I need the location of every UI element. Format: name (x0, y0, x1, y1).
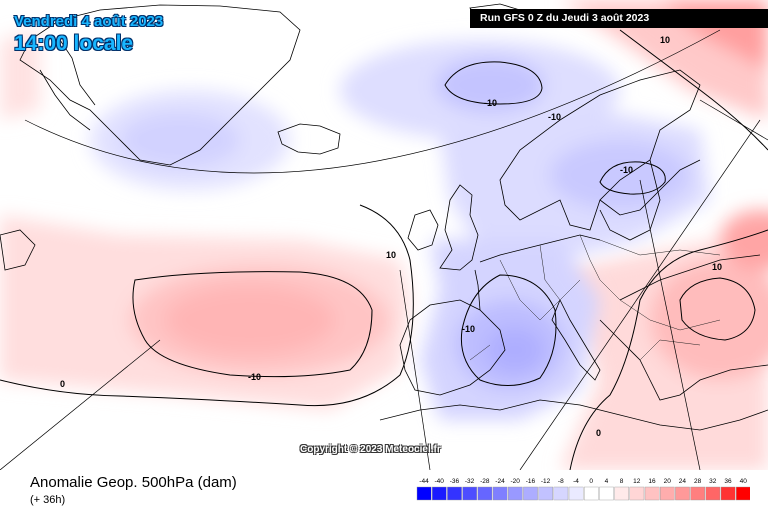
color-scale-legend: -44 -40 -36 -32 -28 -24 -20 -16 -12 -8 -4 0 4 8 12 16 20… (416, 478, 750, 501)
legend-tick-label: -28 (480, 478, 490, 485)
legend-swatch (447, 486, 462, 501)
coastlines (0, 3, 768, 431)
legend-tick-label: 12 (633, 478, 641, 485)
contour-label: 0 (60, 379, 65, 389)
legend-tick-label: -40 (434, 478, 444, 485)
legend-swatch (432, 486, 447, 501)
legend-tick-label: 40 (740, 478, 748, 485)
contour-label: 0 (596, 428, 601, 438)
contour-label: -10 (548, 112, 561, 122)
contour-lines (0, 29, 768, 470)
contour-label: -10 (248, 372, 261, 382)
contour-labels: -10 -10 -10 -10 -10 10 10 0 0 10 (60, 35, 722, 438)
legend-swatch (705, 486, 721, 501)
legend-tick-label: 28 (694, 478, 702, 485)
legend-tick-label: -24 (495, 478, 505, 485)
legend-swatch (675, 486, 690, 501)
legend-tick-label: -12 (541, 478, 551, 485)
legend-swatch (614, 486, 630, 501)
country-borders (469, 234, 721, 361)
legend-tick-label: 32 (709, 478, 717, 485)
legend-swatch (462, 486, 477, 501)
valid-local-time: 14:00 locale (14, 32, 134, 55)
run-info-banner: Run GFS 0 Z du Jeudi 3 août 2023 (470, 9, 768, 28)
legend-swatch (583, 486, 599, 501)
product-title: Anomalie Geop. 500hPa (dam) (30, 474, 237, 491)
legend-swatch (644, 486, 660, 501)
legend-tick-label: 24 (679, 478, 687, 485)
contour-label: -10 (462, 324, 475, 334)
legend-swatch (553, 486, 569, 501)
legend-swatch (507, 486, 523, 501)
legend-swatch (599, 486, 614, 501)
legend-tick-label: 20 (664, 478, 672, 485)
contour-label: 10 (386, 250, 396, 260)
legend-tick-label: -20 (510, 478, 520, 485)
legend-tick-label: 0 (589, 478, 593, 485)
legend-swatch (523, 486, 538, 501)
legend-swatch (659, 486, 675, 501)
contour-label: 10 (660, 35, 670, 45)
legend-swatch (538, 486, 554, 501)
forecast-hour: (+ 36h) (30, 494, 66, 506)
legend-tick-label: -16 (526, 478, 536, 485)
legend-swatch (568, 486, 584, 501)
legend-swatch (629, 486, 645, 501)
valid-date: Vendredi 4 août 2023 (14, 13, 164, 30)
contour-label: -10 (484, 98, 497, 108)
anomaly-map: -10 -10 -10 -10 -10 10 10 0 0 10 (0, 0, 768, 470)
copyright-notice: Copyright © 2023 Meteociel.fr (300, 444, 441, 455)
legend-swatch (477, 486, 493, 501)
legend-swatch (416, 486, 432, 501)
negative-anomaly-fields (90, 40, 710, 420)
legend-tick-label: 16 (648, 478, 656, 485)
legend-tick-label: 8 (620, 478, 624, 485)
legend-tick-label: 36 (724, 478, 732, 485)
graticule (0, 29, 768, 470)
legend-tick-label: -4 (573, 478, 579, 485)
legend-swatch (690, 486, 706, 501)
contour-label: 10 (712, 262, 722, 272)
legend-swatch (736, 486, 750, 501)
legend-swatch (720, 486, 736, 501)
legend-swatch (492, 486, 508, 501)
legend-tick-label: -36 (450, 478, 460, 485)
legend-tick-label: -44 (419, 478, 429, 485)
legend-tick-label: -32 (465, 478, 475, 485)
anomaly-shading (0, 0, 768, 470)
legend-tick-label: 4 (605, 478, 609, 485)
legend-tick-label: -8 (558, 478, 564, 485)
contour-label: -10 (620, 165, 633, 175)
